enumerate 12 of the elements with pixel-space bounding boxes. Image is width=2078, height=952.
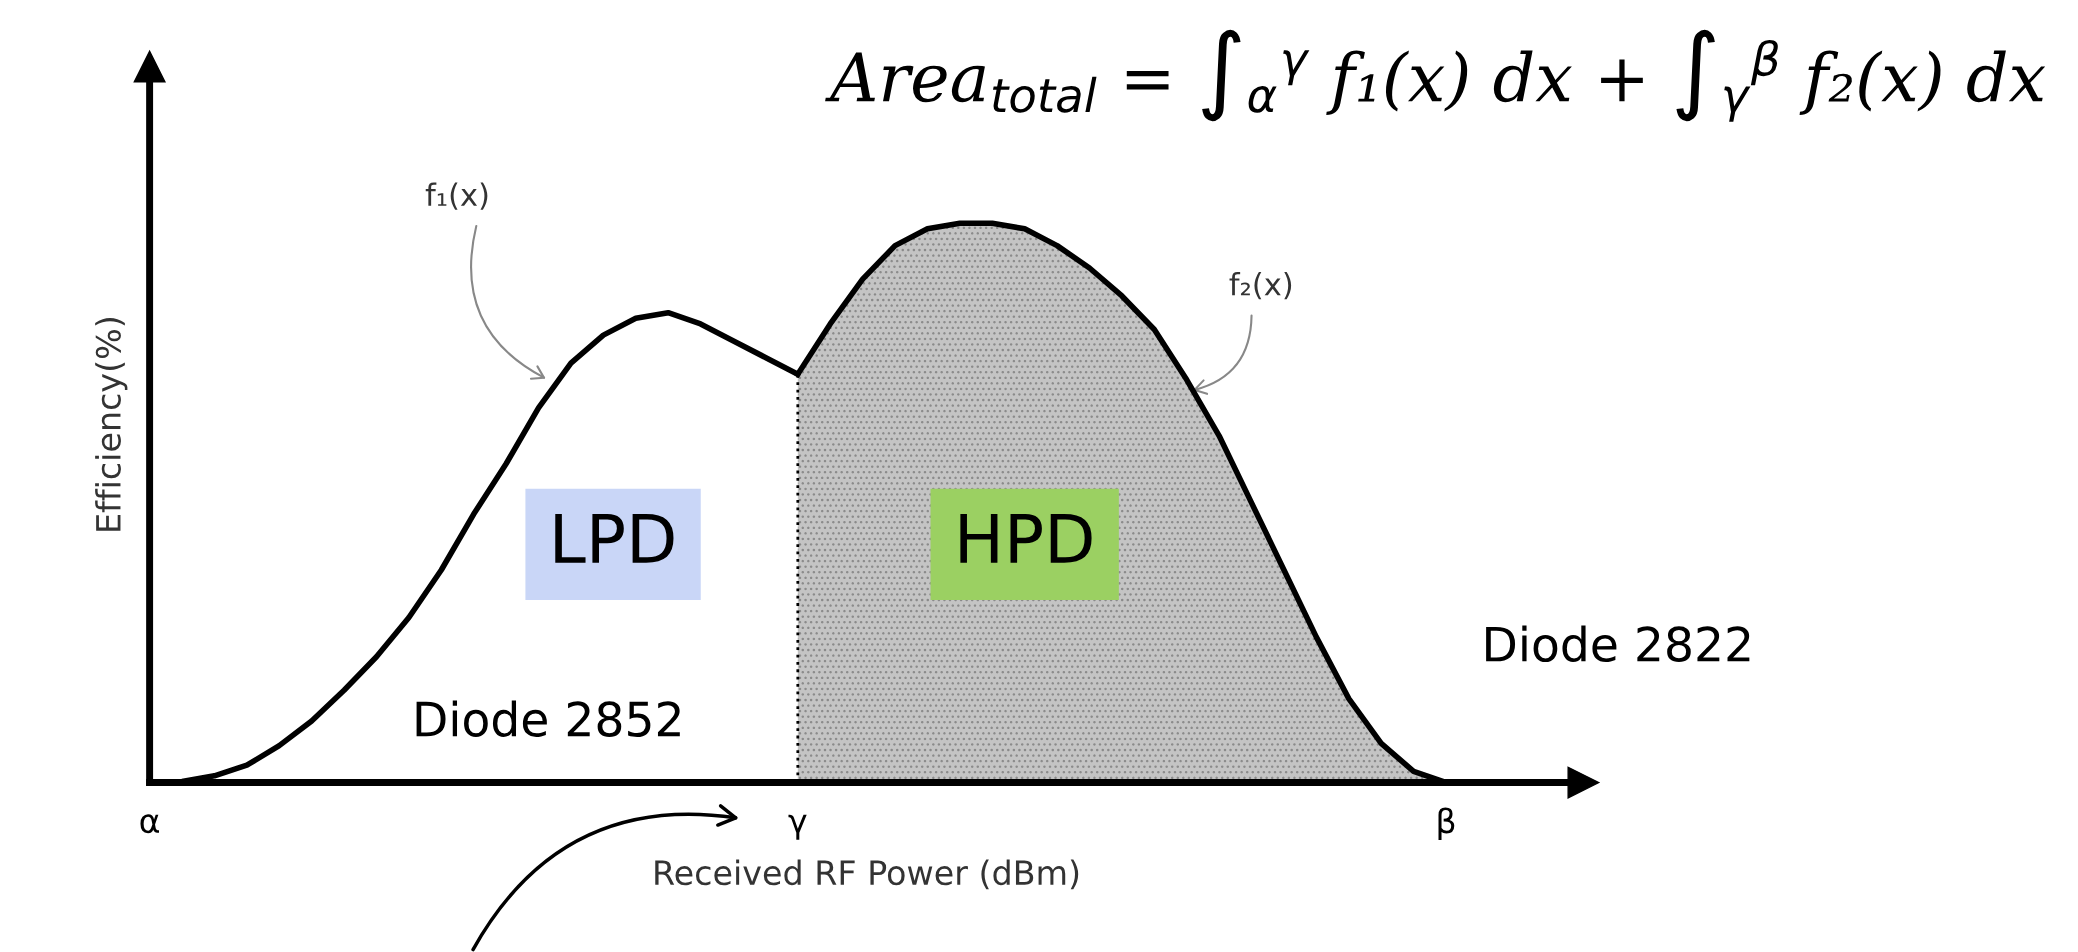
y-axis-title: Efficiency(%): [95, 318, 128, 531]
annotation: Diode 2852: [416, 700, 680, 737]
text: f₁(x): [425, 182, 488, 210]
annotation: HPD: [960, 514, 1092, 563]
x-tick-label: α: [140, 814, 160, 834]
x-axis-title: Received RF Power (dBm): [655, 859, 1079, 890]
text: Diode 2822: [1486, 625, 1750, 663]
annotation: LPD: [555, 514, 674, 563]
chart-title: Area$_{total}$ = ∫$_{α}$$^{γ}$ f₁(x) dx + ∫$_{γ}$$^{β}$ f₂(x) dx: [825, 29, 2046, 122]
x-tick-label: β: [1438, 807, 1455, 841]
x-tick-label: γ: [788, 814, 807, 840]
text: f₂(x): [1229, 271, 1292, 300]
